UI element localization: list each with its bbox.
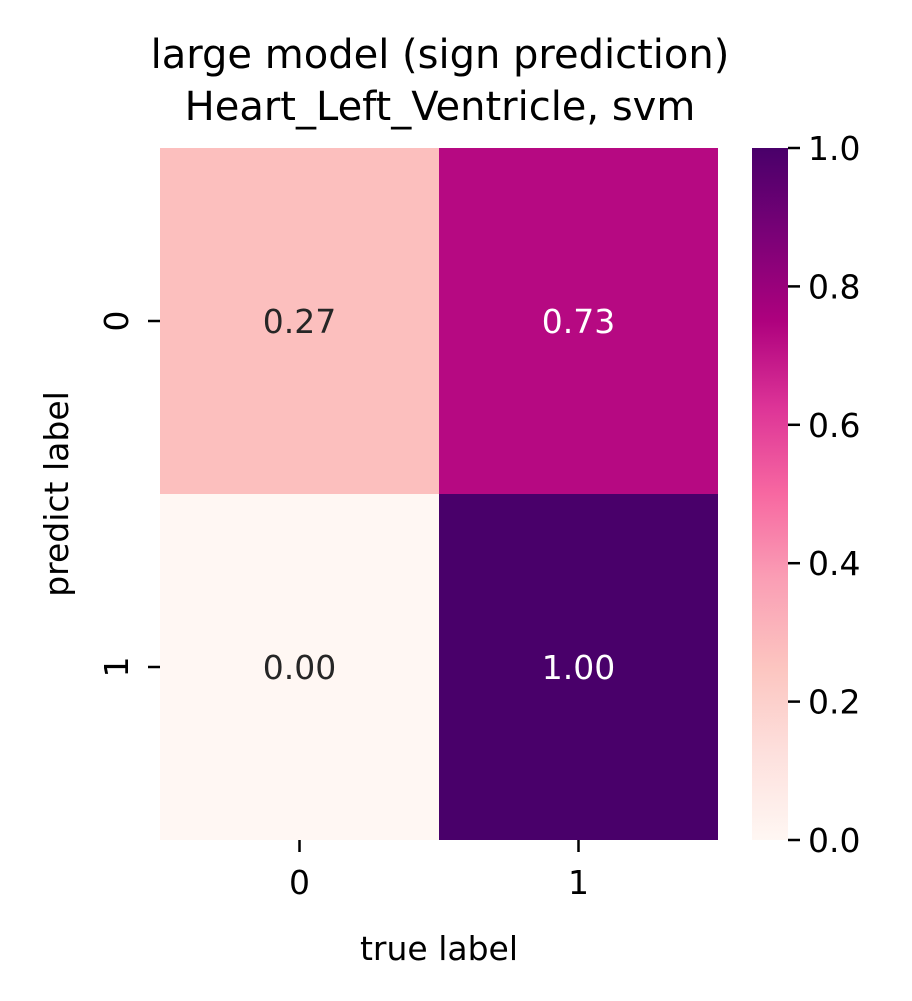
colorbar-tick-label: 0.0 [808,821,860,860]
colorbar [752,148,788,840]
heatmap-cell-labels: 0.27 0.73 0.00 1.00 [263,302,615,687]
x-axis-label: true label [360,929,518,968]
chart-title-line2: Heart_Left_Ventricle, svm [185,84,696,130]
colorbar-tick-label: 0.8 [808,267,860,306]
y-axis-ticks: 01 [97,311,160,678]
x-tick-label: 0 [289,863,310,902]
colorbar-tick-label: 0.4 [808,544,860,583]
chart-title-line1: large model (sign prediction) [151,32,730,78]
y-tick-label: 0 [97,311,136,332]
y-tick-label: 1 [97,657,136,678]
heatmap-cell [439,148,718,494]
colorbar-tick-label: 0.6 [808,406,860,445]
cell-value-label: 0.73 [542,302,615,341]
cell-value-label: 1.00 [542,648,615,687]
cell-value-label: 0.27 [263,302,336,341]
x-tick-label: 1 [568,863,589,902]
heatmap-cell [160,494,439,840]
heatmap-cells [160,148,718,840]
heatmap-cell [160,148,439,494]
heatmap-cell [439,494,718,840]
colorbar-ticks: 0.0 0.2 0.4 0.6 0.8 1.0 [788,129,860,860]
colorbar-tick-label: 1.0 [808,129,860,168]
colorbar-tick-label: 0.2 [808,683,860,722]
cell-value-label: 0.00 [263,648,336,687]
y-axis-label: predict label [37,391,76,597]
